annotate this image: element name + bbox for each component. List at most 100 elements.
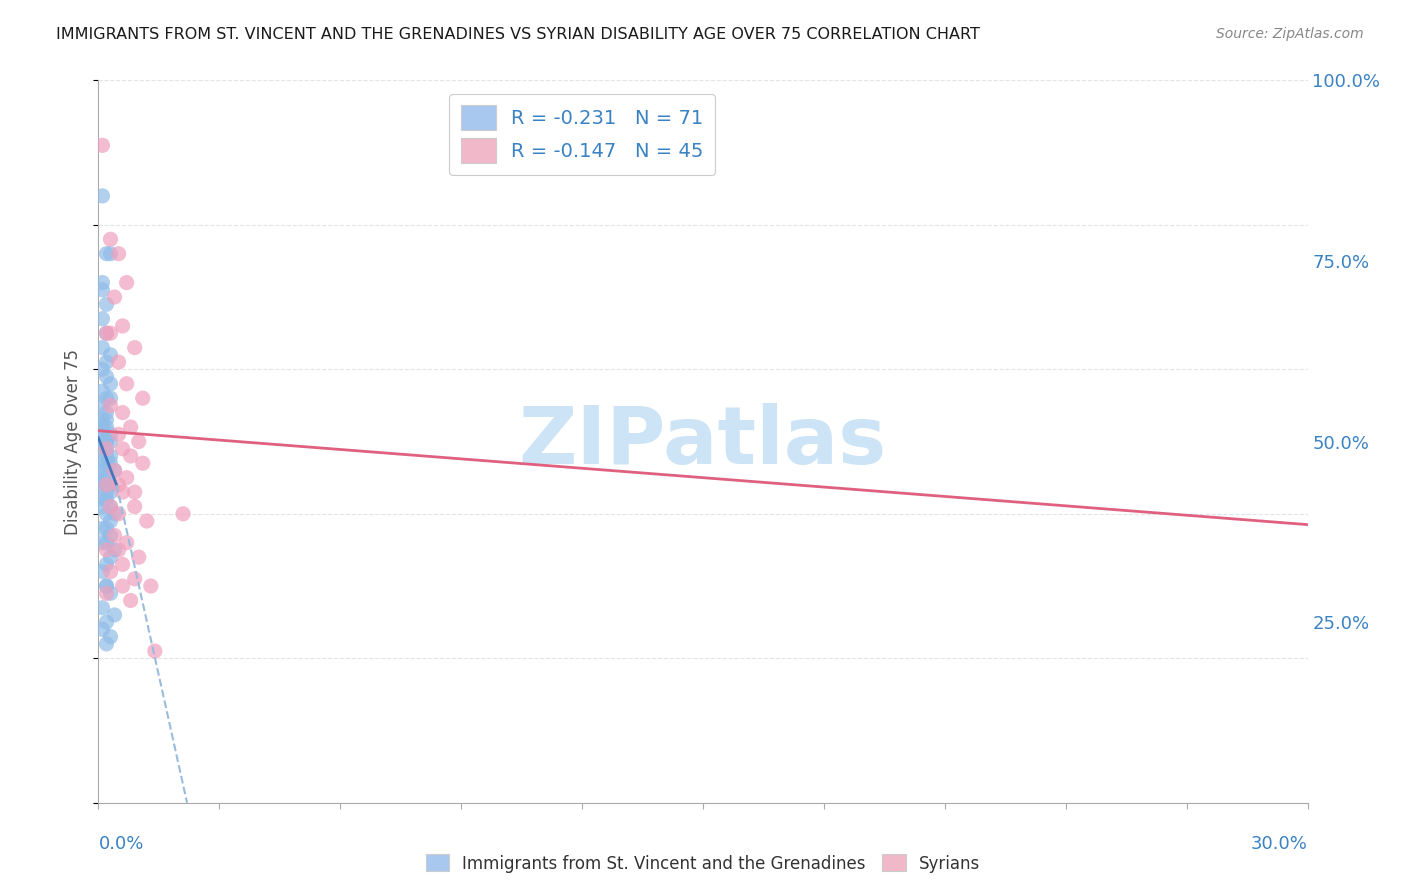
Point: [96, 449, 118, 463]
Point: [91, 384, 114, 398]
Point: [96, 369, 118, 384]
Point: [96, 434, 118, 449]
Point: [96, 391, 118, 405]
Point: [100, 326, 122, 340]
Point: [100, 348, 122, 362]
Point: [139, 579, 162, 593]
Point: [100, 500, 122, 514]
Point: [124, 341, 146, 355]
Point: [96, 586, 118, 600]
Point: [91, 434, 114, 449]
Point: [91, 470, 114, 484]
Point: [91, 362, 114, 376]
Point: [91, 600, 114, 615]
Point: [107, 427, 129, 442]
Point: [96, 542, 118, 557]
Point: [128, 550, 150, 565]
Text: Source: ZipAtlas.com: Source: ZipAtlas.com: [1216, 27, 1364, 41]
Point: [91, 492, 114, 507]
Point: [100, 565, 122, 579]
Point: [96, 535, 118, 549]
Point: [96, 442, 118, 456]
Point: [111, 485, 134, 500]
Point: [91, 398, 114, 412]
Point: [100, 246, 122, 260]
Point: [107, 246, 129, 260]
Point: [91, 478, 114, 492]
Point: [115, 535, 138, 549]
Point: [107, 478, 129, 492]
Point: [100, 427, 122, 442]
Point: [91, 189, 114, 203]
Point: [103, 528, 125, 542]
Point: [172, 507, 194, 521]
Point: [96, 456, 118, 470]
Point: [115, 470, 138, 484]
Point: [103, 507, 125, 521]
Point: [100, 514, 122, 528]
Point: [111, 442, 134, 456]
Point: [96, 406, 118, 420]
Point: [111, 318, 134, 333]
Point: [100, 376, 122, 391]
Point: [96, 637, 118, 651]
Point: [103, 607, 125, 622]
Y-axis label: Disability Age Over 75: Disability Age Over 75: [65, 349, 83, 534]
Point: [91, 521, 114, 535]
Point: [100, 434, 122, 449]
Point: [107, 507, 129, 521]
Point: [115, 376, 138, 391]
Point: [100, 478, 122, 492]
Point: [100, 398, 122, 412]
Point: [132, 391, 155, 405]
Point: [100, 485, 122, 500]
Point: [91, 283, 114, 297]
Point: [96, 470, 118, 484]
Point: [120, 449, 142, 463]
Point: [91, 311, 114, 326]
Point: [91, 463, 114, 477]
Point: [96, 478, 118, 492]
Point: [91, 623, 114, 637]
Point: [91, 535, 114, 549]
Point: [100, 528, 122, 542]
Point: [111, 558, 134, 572]
Point: [103, 463, 125, 477]
Point: [124, 500, 146, 514]
Point: [96, 615, 118, 630]
Point: [91, 500, 114, 514]
Point: [96, 558, 118, 572]
Point: [100, 456, 122, 470]
Text: 0.0%: 0.0%: [98, 835, 143, 854]
Point: [91, 413, 114, 427]
Legend: R = -0.231   N = 71, R = -0.147   N = 45: R = -0.231 N = 71, R = -0.147 N = 45: [449, 94, 716, 175]
Point: [91, 442, 114, 456]
Point: [103, 542, 125, 557]
Point: [96, 521, 118, 535]
Point: [91, 456, 114, 470]
Text: ZIPatlas: ZIPatlas: [519, 402, 887, 481]
Point: [96, 485, 118, 500]
Point: [96, 579, 118, 593]
Point: [96, 492, 118, 507]
Point: [96, 326, 118, 340]
Point: [107, 542, 129, 557]
Point: [100, 586, 122, 600]
Point: [115, 276, 138, 290]
Point: [96, 413, 118, 427]
Point: [124, 485, 146, 500]
Point: [96, 297, 118, 311]
Point: [111, 406, 134, 420]
Point: [143, 644, 166, 658]
Point: [100, 449, 122, 463]
Text: 30.0%: 30.0%: [1251, 835, 1308, 854]
Point: [111, 579, 134, 593]
Point: [96, 326, 118, 340]
Point: [128, 434, 150, 449]
Text: IMMIGRANTS FROM ST. VINCENT AND THE GRENADINES VS SYRIAN DISABILITY AGE OVER 75 : IMMIGRANTS FROM ST. VINCENT AND THE GREN…: [56, 27, 980, 42]
Point: [96, 478, 118, 492]
Point: [96, 442, 118, 456]
Point: [124, 572, 146, 586]
Point: [96, 420, 118, 434]
Point: [120, 420, 142, 434]
